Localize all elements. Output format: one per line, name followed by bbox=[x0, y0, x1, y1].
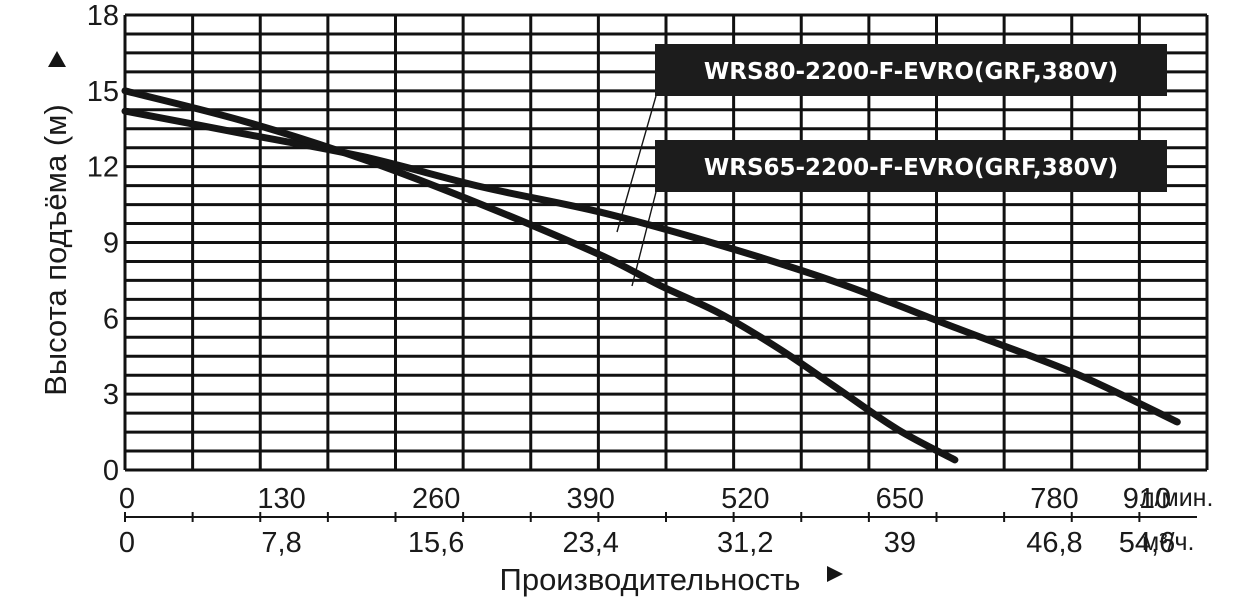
y-tick-label: 3 bbox=[103, 379, 119, 411]
x-tick-label: 520 bbox=[721, 483, 769, 515]
x2-tick-label: 0 bbox=[119, 527, 135, 559]
legend-item: WRS65-2200-F-EVRO(GRF,380V) bbox=[655, 140, 1167, 192]
x2-tick-label: 46,8 bbox=[1026, 527, 1082, 559]
y-axis-ticks: 0 3 6 9 12 15 18 bbox=[87, 0, 119, 487]
legend: WRS80-2200-F-EVRO(GRF,380V) WRS65-2200-F-… bbox=[655, 44, 1167, 192]
x-axis-arrow-icon bbox=[827, 566, 843, 582]
y-tick-label: 0 bbox=[103, 455, 119, 487]
legend-item: WRS80-2200-F-EVRO(GRF,380V) bbox=[655, 44, 1167, 96]
x-axis-title-group: Производительность bbox=[500, 562, 843, 597]
leader-line-wrs80 bbox=[616, 95, 657, 233]
performance-curves bbox=[121, 87, 1181, 464]
y-tick-label: 15 bbox=[87, 76, 119, 108]
x2-tick-label: 23,4 bbox=[562, 527, 618, 559]
y-tick-label: 12 bbox=[87, 152, 119, 184]
legend-label: WRS65-2200-F-EVRO(GRF,380V) bbox=[704, 155, 1118, 181]
x-tick-label: 910 bbox=[1123, 483, 1171, 515]
y-tick-label: 9 bbox=[103, 228, 119, 260]
x2-tick-label: 31,2 bbox=[717, 527, 773, 559]
y-axis-title-group: Высота подъёма (м) bbox=[38, 51, 73, 396]
x-tick-label: 780 bbox=[1030, 483, 1078, 515]
y-axis-arrow-icon bbox=[48, 51, 66, 67]
x-axis-ticks: 0 130 260 390 520 650 780 910 bbox=[119, 483, 1171, 515]
legend-box bbox=[655, 140, 1167, 192]
x2-tick-label: 39 bbox=[884, 527, 916, 559]
x-tick-label: 0 bbox=[119, 483, 135, 515]
series-line-wrs80 bbox=[121, 107, 1181, 426]
x-axis-title: Производительность bbox=[500, 562, 801, 597]
legend-leader-lines bbox=[616, 95, 657, 287]
x-tick-label: 390 bbox=[567, 483, 615, 515]
y-tick-label: 18 bbox=[87, 0, 119, 32]
x-tick-label: 130 bbox=[257, 483, 305, 515]
legend-box bbox=[655, 44, 1167, 96]
x2-tick-label: 15,6 bbox=[408, 527, 464, 559]
x2-tick-label: 7,8 bbox=[261, 527, 301, 559]
leader-line-wrs65 bbox=[631, 191, 657, 287]
x2-axis-ticks: 0 7,8 15,6 23,4 31,2 39 46,8 54,6 bbox=[119, 512, 1197, 559]
x-tick-label: 650 bbox=[876, 483, 924, 515]
x-unit-label: л/мин. bbox=[1140, 484, 1213, 512]
y-tick-label: 6 bbox=[103, 303, 119, 335]
legend-label: WRS80-2200-F-EVRO(GRF,380V) bbox=[704, 59, 1118, 85]
x2-unit-label: м³/ч. bbox=[1142, 528, 1194, 556]
y-axis-title: Высота подъёма (м) bbox=[38, 104, 73, 396]
series-line-wrs65 bbox=[121, 87, 959, 464]
x2-tick-label: 54,6 bbox=[1119, 527, 1175, 559]
x-tick-label: 260 bbox=[412, 483, 460, 515]
